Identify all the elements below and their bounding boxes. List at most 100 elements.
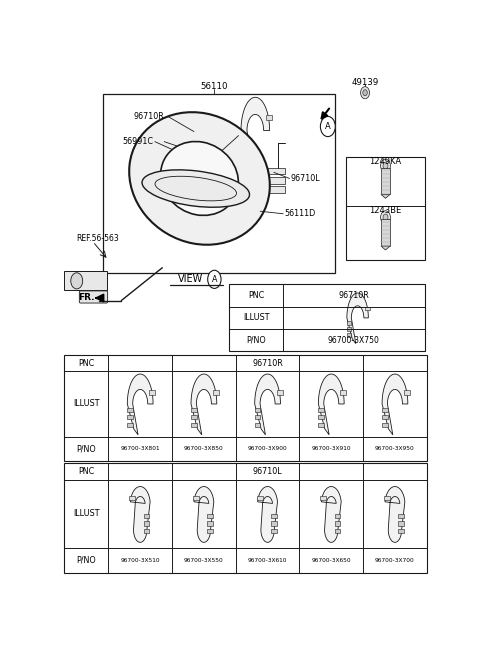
Bar xyxy=(268,177,285,183)
Circle shape xyxy=(71,272,83,289)
Bar xyxy=(335,529,340,533)
Text: 96700-3X950: 96700-3X950 xyxy=(375,446,415,451)
Bar xyxy=(213,390,219,395)
Polygon shape xyxy=(382,374,408,435)
Circle shape xyxy=(381,211,390,224)
Bar xyxy=(335,521,340,525)
Ellipse shape xyxy=(129,112,270,245)
Bar xyxy=(271,529,277,533)
Ellipse shape xyxy=(161,141,239,215)
Text: 96700-3X850: 96700-3X850 xyxy=(184,446,224,451)
Text: 56991C: 56991C xyxy=(122,137,153,146)
Bar xyxy=(382,408,387,412)
Circle shape xyxy=(360,86,370,99)
Text: 56110: 56110 xyxy=(201,82,228,90)
Polygon shape xyxy=(241,98,270,165)
Bar xyxy=(193,496,199,500)
Bar xyxy=(191,415,196,419)
Text: ILLUST: ILLUST xyxy=(73,400,100,409)
Bar xyxy=(207,529,213,533)
Text: 96700-3X700: 96700-3X700 xyxy=(375,557,415,563)
Bar xyxy=(255,422,260,426)
FancyBboxPatch shape xyxy=(79,291,108,303)
Bar xyxy=(271,514,277,518)
Bar xyxy=(64,355,427,461)
Polygon shape xyxy=(258,487,277,542)
Text: P/NO: P/NO xyxy=(246,336,266,345)
Bar xyxy=(149,390,156,395)
Bar xyxy=(384,496,390,500)
Polygon shape xyxy=(321,487,341,542)
Bar xyxy=(398,529,404,533)
Bar xyxy=(318,408,324,412)
Text: 96710L: 96710L xyxy=(290,174,320,183)
Text: A: A xyxy=(325,122,331,131)
Polygon shape xyxy=(385,487,405,542)
Text: 96700-3X510: 96700-3X510 xyxy=(120,557,160,563)
Text: PNC: PNC xyxy=(78,467,95,476)
Bar xyxy=(335,514,340,518)
Bar xyxy=(271,521,277,525)
Bar xyxy=(144,514,149,518)
Polygon shape xyxy=(381,195,390,198)
Polygon shape xyxy=(127,374,153,435)
Polygon shape xyxy=(130,487,150,542)
Bar xyxy=(127,408,133,412)
Polygon shape xyxy=(318,374,344,435)
Circle shape xyxy=(321,117,335,137)
Text: ILLUST: ILLUST xyxy=(73,510,100,518)
Bar xyxy=(320,496,326,500)
Polygon shape xyxy=(347,293,368,344)
Bar xyxy=(127,422,133,426)
Text: PNC: PNC xyxy=(248,291,264,300)
Bar xyxy=(347,333,351,337)
Bar xyxy=(64,271,107,290)
FancyBboxPatch shape xyxy=(151,134,173,159)
Bar xyxy=(241,143,247,147)
Circle shape xyxy=(381,159,390,172)
Bar xyxy=(144,521,149,525)
Bar xyxy=(382,415,387,419)
Text: VIEW: VIEW xyxy=(178,274,203,284)
Bar xyxy=(127,415,133,419)
Text: 1249KA: 1249KA xyxy=(370,157,402,166)
Bar xyxy=(277,390,283,395)
Bar xyxy=(347,328,351,331)
Text: FR.: FR. xyxy=(79,293,95,303)
Bar xyxy=(398,514,404,518)
Polygon shape xyxy=(255,374,280,435)
Bar xyxy=(103,94,335,272)
Text: 96700-3X610: 96700-3X610 xyxy=(248,557,288,563)
Bar xyxy=(382,422,387,426)
Text: 96700-3X550: 96700-3X550 xyxy=(184,557,224,563)
Text: 96700-3X801: 96700-3X801 xyxy=(120,446,160,451)
Bar xyxy=(318,422,324,426)
Text: 96710L: 96710L xyxy=(253,467,282,476)
Text: 96700-3X750: 96700-3X750 xyxy=(328,336,380,345)
Text: 49139: 49139 xyxy=(351,78,379,86)
Bar xyxy=(129,496,135,500)
Bar xyxy=(191,408,196,412)
Text: A: A xyxy=(212,275,217,284)
Bar xyxy=(268,186,285,193)
Text: P/NO: P/NO xyxy=(76,555,96,565)
Bar xyxy=(404,390,410,395)
Bar xyxy=(207,514,213,518)
Bar xyxy=(318,415,324,419)
Bar xyxy=(241,151,247,156)
Circle shape xyxy=(383,214,388,221)
Bar xyxy=(340,390,347,395)
Text: 56111D: 56111D xyxy=(284,209,315,218)
Bar xyxy=(255,415,260,419)
Ellipse shape xyxy=(142,170,250,207)
Text: 96700-3X900: 96700-3X900 xyxy=(248,446,288,451)
Circle shape xyxy=(208,271,221,288)
Bar xyxy=(347,157,424,260)
Text: ILLUST: ILLUST xyxy=(243,313,269,322)
Text: 96710R: 96710R xyxy=(338,291,369,300)
Bar xyxy=(207,521,213,525)
Bar xyxy=(255,408,260,412)
Circle shape xyxy=(363,90,367,96)
Bar xyxy=(191,422,196,426)
Bar xyxy=(381,219,390,246)
